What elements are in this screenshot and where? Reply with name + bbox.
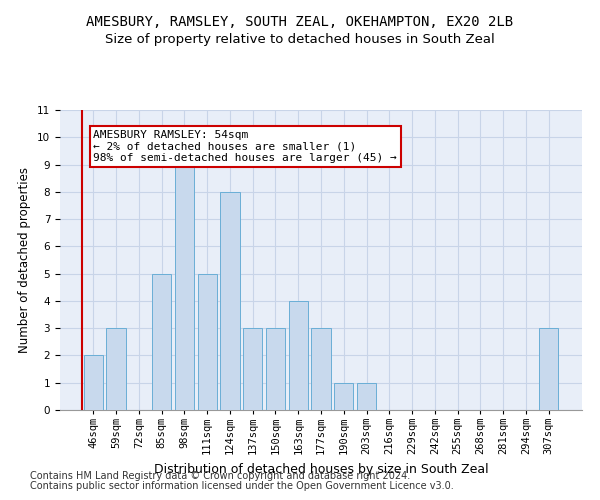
Text: Size of property relative to detached houses in South Zeal: Size of property relative to detached ho… <box>105 32 495 46</box>
Bar <box>243 328 262 410</box>
Text: Contains public sector information licensed under the Open Government Licence v3: Contains public sector information licen… <box>30 481 454 491</box>
Bar <box>266 328 285 410</box>
Bar <box>175 164 194 410</box>
Bar <box>289 301 308 410</box>
Bar <box>311 328 331 410</box>
Bar <box>357 382 376 410</box>
Text: AMESBURY, RAMSLEY, SOUTH ZEAL, OKEHAMPTON, EX20 2LB: AMESBURY, RAMSLEY, SOUTH ZEAL, OKEHAMPTO… <box>86 15 514 29</box>
Y-axis label: Number of detached properties: Number of detached properties <box>19 167 31 353</box>
Bar <box>106 328 126 410</box>
Text: Contains HM Land Registry data © Crown copyright and database right 2024.: Contains HM Land Registry data © Crown c… <box>30 471 410 481</box>
Text: AMESBURY RAMSLEY: 54sqm
← 2% of detached houses are smaller (1)
98% of semi-deta: AMESBURY RAMSLEY: 54sqm ← 2% of detached… <box>94 130 397 163</box>
Bar <box>220 192 239 410</box>
Bar <box>152 274 172 410</box>
Bar <box>334 382 353 410</box>
Bar <box>539 328 558 410</box>
X-axis label: Distribution of detached houses by size in South Zeal: Distribution of detached houses by size … <box>154 463 488 476</box>
Bar <box>197 274 217 410</box>
Bar <box>84 356 103 410</box>
